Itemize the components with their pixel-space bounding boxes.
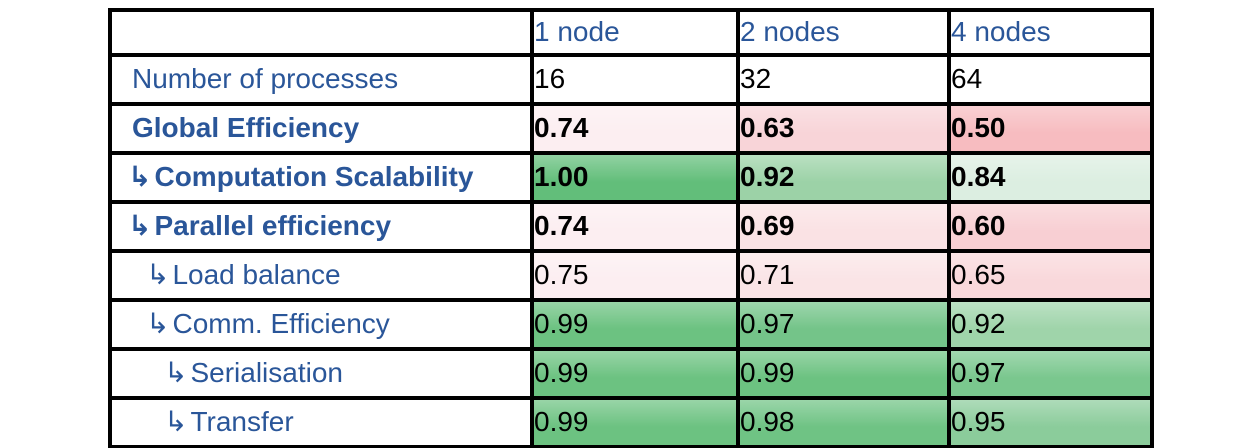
branch-arrow-icon: ↳	[146, 307, 170, 341]
value-cell: 0.74	[530, 200, 740, 253]
row-transfer: ↳ Transfer 0.99 0.98 0.95	[108, 396, 1154, 448]
value-cell: 0.75	[530, 249, 740, 302]
branch-arrow-icon: ↳	[164, 405, 188, 439]
row-parallel-efficiency: ↳ Parallel efficiency 0.74 0.69 0.60	[108, 200, 1154, 253]
column-header-2-nodes: 2 nodes	[736, 8, 951, 57]
header-row: 1 node 2 nodes 4 nodes	[108, 8, 1154, 57]
value-cell: 64	[947, 53, 1154, 106]
row-number-of-processes: Number of processes 16 32 64	[108, 53, 1154, 106]
row-label-number-of-processes: Number of processes	[108, 53, 534, 106]
value-cell: 0.74	[530, 102, 740, 155]
row-computation-scalability: ↳ Computation Scalability 1.00 0.92 0.84	[108, 151, 1154, 204]
value-cell: 0.99	[736, 347, 951, 400]
branch-arrow-icon: ↳	[164, 356, 188, 390]
value-cell: 0.69	[736, 200, 951, 253]
row-label-text: Parallel efficiency	[154, 210, 392, 242]
branch-arrow-icon: ↳	[128, 160, 152, 194]
branch-arrow-icon: ↳	[128, 209, 152, 243]
branch-arrow-icon: ↳	[146, 258, 170, 292]
corner-spacer	[108, 8, 534, 57]
row-label-text: Computation Scalability	[154, 161, 474, 193]
value-cell: 0.98	[736, 396, 951, 448]
row-label-text: Global Efficiency	[132, 112, 360, 144]
value-cell: 0.92	[947, 298, 1154, 351]
value-cell: 0.92	[736, 151, 951, 204]
row-label-comm-efficiency: ↳ Comm. Efficiency	[108, 298, 534, 351]
value-cell: 0.60	[947, 200, 1154, 253]
row-label-text: Comm. Efficiency	[172, 308, 390, 340]
row-label-text: Load balance	[172, 259, 341, 291]
row-label-text: Number of processes	[132, 63, 399, 95]
column-header-1-node: 1 node	[530, 8, 740, 57]
value-cell: 0.50	[947, 102, 1154, 155]
value-cell: 0.63	[736, 102, 951, 155]
metrics-table: 1 node 2 nodes 4 nodes Number of process…	[108, 8, 1154, 448]
row-label-load-balance: ↳ Load balance	[108, 249, 534, 302]
row-label-transfer: ↳ Transfer	[108, 396, 534, 448]
value-cell: 0.97	[736, 298, 951, 351]
column-header-4-nodes: 4 nodes	[947, 8, 1154, 57]
value-cell: 0.65	[947, 249, 1154, 302]
row-label-parallel-efficiency: ↳ Parallel efficiency	[108, 200, 534, 253]
value-cell: 16	[530, 53, 740, 106]
value-cell: 0.84	[947, 151, 1154, 204]
value-cell: 0.99	[530, 298, 740, 351]
value-cell: 1.00	[530, 151, 740, 204]
value-cell: 0.97	[947, 347, 1154, 400]
value-cell: 0.95	[947, 396, 1154, 448]
row-global-efficiency: Global Efficiency 0.74 0.63 0.50	[108, 102, 1154, 155]
row-load-balance: ↳ Load balance 0.75 0.71 0.65	[108, 249, 1154, 302]
row-label-text: Transfer	[190, 406, 294, 438]
row-comm-efficiency: ↳ Comm. Efficiency 0.99 0.97 0.92	[108, 298, 1154, 351]
row-label-global-efficiency: Global Efficiency	[108, 102, 534, 155]
row-serialisation: ↳ Serialisation 0.99 0.99 0.97	[108, 347, 1154, 400]
row-label-computation-scalability: ↳ Computation Scalability	[108, 151, 534, 204]
value-cell: 0.99	[530, 396, 740, 448]
row-label-serialisation: ↳ Serialisation	[108, 347, 534, 400]
value-cell: 32	[736, 53, 951, 106]
row-label-text: Serialisation	[190, 357, 343, 389]
value-cell: 0.99	[530, 347, 740, 400]
value-cell: 0.71	[736, 249, 951, 302]
